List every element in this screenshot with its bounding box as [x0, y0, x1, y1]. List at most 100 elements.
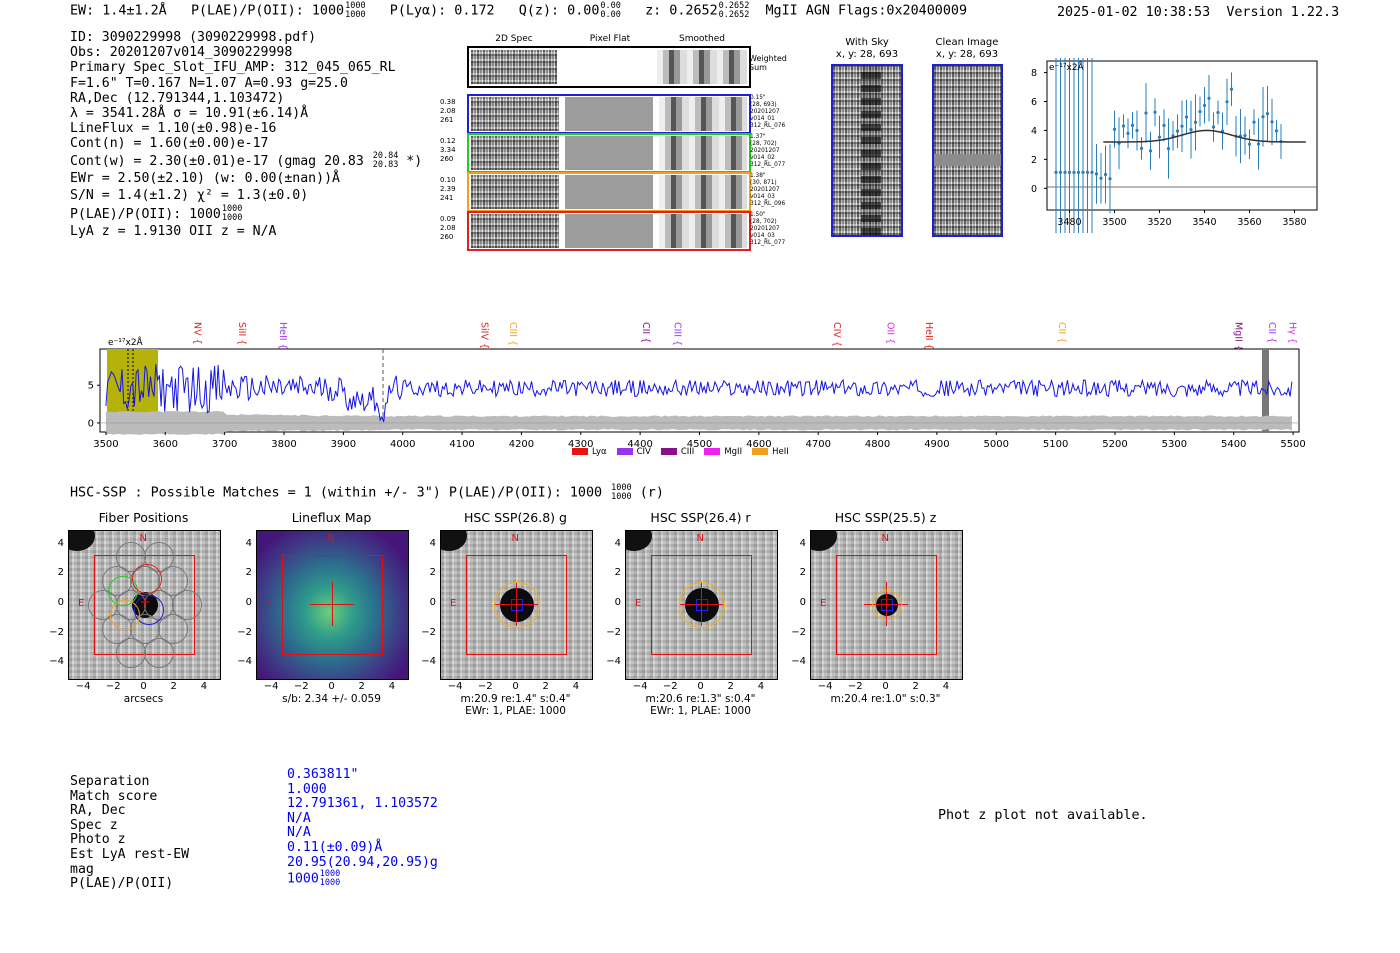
info-lya-z: LyA z = 1.9130 OII z = N/A	[70, 223, 277, 239]
full-ytick-label: 5	[88, 381, 94, 392]
full-xtick-label: 4600	[746, 439, 771, 450]
zoom-datapoint	[1157, 135, 1162, 139]
with-sky-trace	[861, 66, 881, 235]
full-xtick-label: 4400	[627, 439, 652, 450]
hsc-panel-caption2: EWr: 1, PLAE: 1000	[465, 705, 566, 717]
match-value-specz: N/A	[287, 810, 311, 826]
hsc-ytick-label: 2	[245, 567, 252, 579]
spec2d-row-stat: 260	[440, 233, 454, 241]
hsc-xtick-label: 4	[388, 681, 396, 692]
hsc-panel-caption: m:20.4 re:1.0" s:0.3"	[830, 693, 941, 705]
fiber-circle	[115, 638, 146, 668]
info-contw: Cont(w) = 2.30(±0.01)e-17 (gmag 20.83 20…	[70, 151, 423, 170]
hsc-search-box	[281, 555, 384, 655]
info-radec: RA,Dec (12.791344,1.103472)	[70, 90, 285, 106]
hsc-aperture-ellipse	[493, 582, 540, 628]
zoom-datapoint	[1247, 142, 1252, 146]
full-xtick-label: 5400	[1221, 439, 1246, 450]
spec2d-row-meta-line: v014_02	[750, 155, 775, 161]
full-xtick-label: 4900	[924, 439, 949, 450]
full-spectrum-line	[105, 364, 1293, 423]
legend-swatch	[616, 448, 633, 455]
zoom-datapoint	[1130, 123, 1135, 127]
hsc-ytick-label: 2	[57, 567, 64, 579]
spec2d-row-flat	[565, 175, 653, 209]
header-summary: EW: 1.4±1.2Å P(LAE)/P(OII): 1000 1000 1000…	[70, 2, 967, 19]
fiber-center-marker: +	[139, 595, 151, 610]
hsc-xtick-label: 0	[140, 681, 147, 692]
spec2d-row-2dspec	[471, 97, 559, 131]
match-value-separation: 0.363811"	[287, 767, 359, 782]
legend-entry: CIV	[616, 447, 651, 457]
zoom-datapoint	[1139, 146, 1144, 150]
fiber-circle	[157, 614, 188, 644]
hsc-xtick-label: −2	[105, 681, 121, 692]
spec2d-row-stat: 2.39	[440, 185, 456, 193]
match-value-score: 1.000	[287, 781, 327, 797]
hsc-xtick-label: −2	[293, 681, 309, 692]
compass-north: N	[139, 533, 147, 544]
match-label-score: Match score	[70, 788, 158, 804]
hsc-xtick-label: 2	[912, 681, 919, 692]
spectral-line-label: CII {	[1056, 322, 1067, 343]
hsc-xtick-label: 4	[942, 681, 950, 692]
legend-label: MgII	[724, 447, 743, 457]
spectral-line-label: HeII {	[277, 322, 288, 350]
hsc-panel-caption: m:20.9 re:1.4" s:0.4"	[460, 693, 571, 705]
match-label-mag: mag	[70, 861, 94, 877]
full-xtick-label: 4500	[687, 439, 712, 450]
legend-label: Lyα	[592, 447, 607, 457]
zoom-datapoint	[1099, 176, 1103, 180]
spec2d-label-smoothed: Smoothed	[679, 34, 725, 44]
spec2d-row-meta-line: 20201207	[750, 148, 780, 154]
hsc-search-box	[465, 555, 568, 655]
clean-image-title: Clean Image x, y: 28, 693	[935, 37, 999, 60]
hsc-corner-source	[811, 531, 837, 551]
spec2d-row-flat	[565, 214, 653, 248]
spec2d-row-meta-line: 312_RL_077	[750, 162, 786, 168]
hsc-panel-caption: arcsecs	[123, 693, 164, 705]
hsc-ytick-label: −4	[237, 656, 252, 668]
spec2d-row-meta-line: 0.15"	[750, 95, 766, 101]
full-xtick-label: 5000	[984, 439, 1009, 450]
spec2d-row-stats: 0.10 2.39 241	[440, 176, 466, 203]
spectral-line-label: SiIV {	[478, 322, 489, 349]
spec2d-row-stat: 0.38	[440, 98, 456, 106]
zoom-datapoint	[1085, 170, 1090, 174]
spec2d-row-stat: 2.08	[440, 107, 456, 115]
zoom-datapoint	[1144, 111, 1148, 115]
zoom-datapoint	[1058, 170, 1063, 174]
zoom-datapoint	[1135, 128, 1139, 133]
full-xtick-label: 3700	[212, 439, 237, 450]
full-spectrum-ylabel: e⁻¹⁷x2Å	[108, 336, 144, 348]
hsc-ytick-label: 2	[614, 567, 621, 579]
hsc-ytick-label: −4	[421, 656, 436, 668]
header-plae: P(LAE)/P(OII): 1000	[190, 3, 345, 19]
zoom-datapoint	[1112, 127, 1117, 131]
hsc-corner-source	[626, 531, 652, 551]
clean-image-masked-row	[934, 154, 1001, 166]
compass-east: E	[266, 598, 273, 609]
match-label-plae: P(LAE)/P(OII)	[70, 876, 174, 892]
spec2d-row-meta: 0.15" (28, 693) 20201207 v014_01 312_RL_076	[750, 95, 785, 130]
zoom-datapoint	[1270, 120, 1274, 124]
legend-label: CIV	[636, 447, 651, 457]
weighted-smoothed	[657, 50, 747, 84]
header-z: z: 0.2652	[645, 3, 718, 19]
info-id: ID: 3090229998 (3090229998.pdf)	[70, 30, 317, 45]
legend-swatch	[704, 448, 721, 455]
hsc-xtick-label: −4	[75, 681, 91, 692]
full-xtick-label: 4000	[390, 439, 415, 450]
hsc-panel-caption: s/b: 2.34 +/- 0.059	[282, 693, 381, 705]
compass-east: E	[78, 598, 85, 609]
zoom-ytick-label: 6	[1031, 97, 1037, 108]
hsc-ytick-label: −2	[49, 626, 64, 638]
hsc-xtick-label: 2	[542, 681, 549, 692]
match-value-mag: 20.95(20.94,20.95)g	[287, 854, 438, 870]
zoom-datapoint	[1081, 170, 1085, 174]
spec2d-row-flat	[565, 136, 653, 170]
full-xtick-label: 4800	[865, 439, 890, 450]
zoom-datapoint	[1103, 172, 1108, 177]
info-plae: P(LAE)/P(OII): 1000 1000 1000	[70, 204, 243, 223]
spec2d-row-meta-line: (30, 871)	[750, 180, 777, 186]
